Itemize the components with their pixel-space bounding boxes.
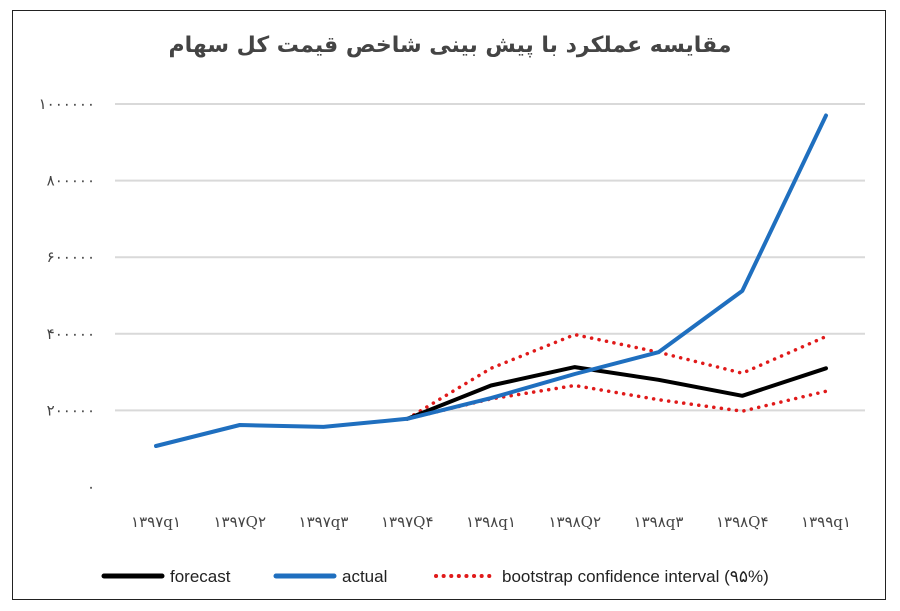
x-axis-ticks: ۱۳۹۷q۱ ۱۳۹۷Q۲ ۱۳۹۷q۳ ۱۳۹۷Q۴ ۱۳۹۸q۱ ۱۳۹۸Q۲ ۱۳۹۸… <box>131 513 851 531</box>
x-tick-label: ۱۳۹۷q۳ <box>299 513 349 531</box>
x-tick-label: ۱۳۹۹q۱ <box>801 513 851 531</box>
legend-label: forecast <box>170 567 231 586</box>
series-line-actual <box>154 113 828 448</box>
series-line-forecast <box>405 365 828 421</box>
x-tick-label: ۱۳۹۸Q۲ <box>548 513 601 531</box>
x-tick-label: ۱۳۹۷Q۴ <box>381 513 434 531</box>
y-tick-label: ۲۰۰۰۰۰ <box>47 401 95 419</box>
x-tick-label: ۱۳۹۷q۱ <box>131 513 181 531</box>
series-line-confidence-interval <box>405 332 828 421</box>
y-tick-label: ۴۰۰۰۰۰ <box>47 325 95 343</box>
x-tick-label: ۱۳۹۷Q۲ <box>213 513 266 531</box>
y-axis-ticks: ۰ ۲۰۰۰۰۰ ۴۰۰۰۰۰ ۶۰۰۰۰۰ ۸۰۰۰۰۰ ۱۰۰۰۰۰۰ <box>39 95 95 496</box>
x-tick-label: ۱۳۹۸Q۴ <box>716 513 769 531</box>
chart-frame <box>12 10 886 600</box>
y-tick-label: ۰ <box>87 478 95 496</box>
y-tick-label: ۱۰۰۰۰۰۰ <box>39 95 95 113</box>
series-lines <box>154 113 828 448</box>
x-tick-label: ۱۳۹۸q۳ <box>634 513 684 531</box>
y-tick-label: ۸۰۰۰۰۰ <box>47 172 95 190</box>
legend-label: bootstrap confidence interval (۹۵%) <box>502 567 769 586</box>
series-line-confidence-interval <box>405 383 828 421</box>
y-tick-label: ۶۰۰۰۰۰ <box>47 248 95 266</box>
grid-lines <box>115 103 865 412</box>
chart-title: مقایسه عملکرد با پیش بینی شاخص قیمت کل س… <box>168 33 731 58</box>
legend-label: actual <box>342 567 387 586</box>
x-tick-label: ۱۳۹۸q۱ <box>466 513 516 531</box>
legend: forecast actual bootstrap confidence inter… <box>101 567 769 586</box>
